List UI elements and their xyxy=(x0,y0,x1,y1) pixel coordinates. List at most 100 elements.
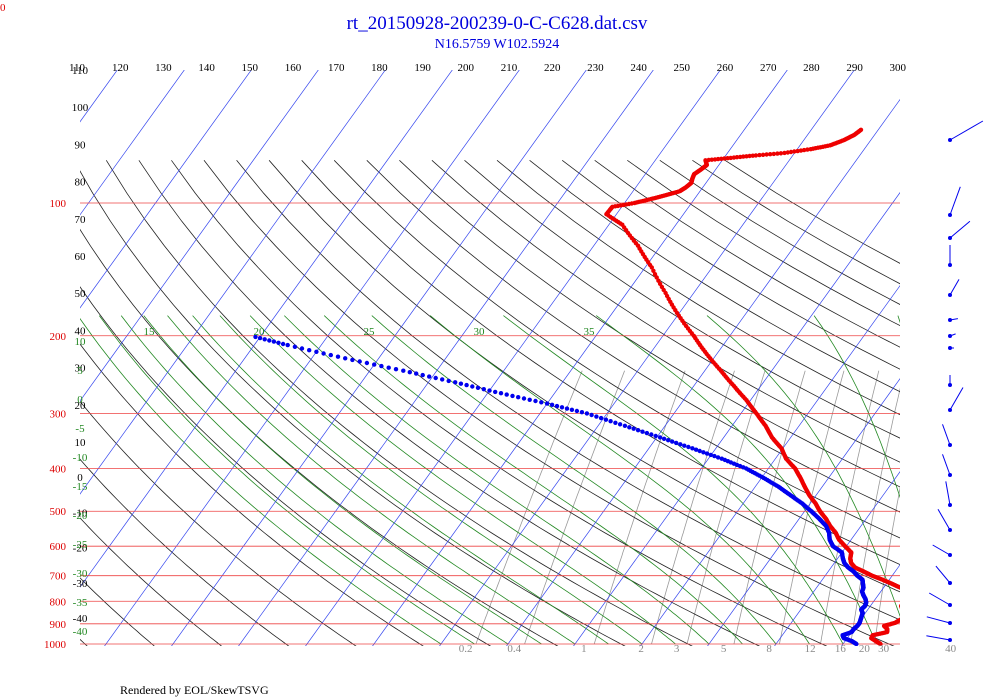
temperature-point xyxy=(651,268,656,273)
temperature-point xyxy=(899,603,900,607)
temperature-profile xyxy=(604,127,909,646)
dry-adiabat-line xyxy=(105,160,693,646)
moist-adiabat-line xyxy=(143,315,542,645)
temperature-point xyxy=(900,607,904,611)
wind-barb-shaft xyxy=(945,481,951,506)
temperature-point xyxy=(901,601,905,605)
dry-adiabat-line xyxy=(80,170,626,646)
left-green-label: -30 xyxy=(73,568,88,580)
wind-barb-point xyxy=(948,213,952,217)
isobar-label: 1000 xyxy=(44,639,67,651)
dewpoint-point xyxy=(440,377,445,382)
mixing-ratio-label: 20 xyxy=(859,643,871,655)
theta-label: 220 xyxy=(544,62,561,74)
height-label: 30 xyxy=(75,363,87,375)
dewpoint-point xyxy=(314,349,319,354)
dewpoint-point xyxy=(386,365,391,370)
temperature-point xyxy=(900,609,904,613)
moist-adiabat-line xyxy=(249,315,676,645)
dewpoint-point xyxy=(393,367,399,372)
height-label: 110 xyxy=(72,65,89,77)
temperature-point xyxy=(904,614,908,618)
mixing-ratio-line xyxy=(874,486,900,645)
dewpoint-point xyxy=(613,420,618,425)
dewpoint-point xyxy=(357,359,362,364)
dewpoint-point xyxy=(446,378,451,384)
wind-barb-point xyxy=(948,408,952,412)
temperature-point xyxy=(902,600,906,604)
isotherm-line xyxy=(80,70,319,402)
temperature-point xyxy=(901,607,905,611)
moist-adiabat-line xyxy=(371,315,777,645)
wind-barb-point xyxy=(948,528,952,532)
temperature-point xyxy=(900,611,904,615)
height-label: 0 xyxy=(77,472,83,484)
left-green-label: -10 xyxy=(73,452,88,464)
wind-barb-shaft xyxy=(949,120,984,141)
temperature-point xyxy=(771,151,776,157)
dewpoint-point xyxy=(307,348,312,353)
dry-adiabat-line xyxy=(80,400,357,646)
temperature-point xyxy=(900,602,904,606)
temperature-point xyxy=(722,156,727,161)
dewpoint-point xyxy=(504,392,509,397)
temperature-point xyxy=(899,606,900,609)
height-label: 10 xyxy=(75,437,87,449)
temperature-point xyxy=(898,617,900,622)
dry-adiabat-line xyxy=(464,159,900,439)
left-green-label: 5 xyxy=(77,365,83,377)
dewpoint-point xyxy=(657,435,663,440)
wind-barb-shaft xyxy=(935,565,951,584)
theta-label: 140 xyxy=(198,62,215,74)
dry-adiabat-line xyxy=(659,159,900,305)
dewpoint-point xyxy=(372,362,377,367)
dewpoint-point xyxy=(559,405,565,410)
mixing-ratio-line xyxy=(850,387,900,645)
dewpoint-point xyxy=(364,360,370,366)
dewpoint-point xyxy=(458,381,464,386)
moist-adiabat-line xyxy=(192,315,609,645)
dewpoint-point xyxy=(678,442,683,447)
dewpoint-point xyxy=(674,440,679,446)
wind-barb-point xyxy=(948,621,952,625)
mixing-ratio-label: 2 xyxy=(638,643,644,655)
temperature-point xyxy=(903,588,907,592)
temperature-point xyxy=(899,617,900,621)
dewpoint-point xyxy=(704,451,710,456)
theta-label: 160 xyxy=(285,62,302,74)
temperature-point xyxy=(905,590,909,594)
dewpoint-point xyxy=(539,400,544,405)
theta-label: 200 xyxy=(458,62,475,74)
dry-adiabat-line xyxy=(399,160,900,488)
temperature-point xyxy=(901,601,905,605)
wind-barb-point xyxy=(948,503,952,507)
isotherm-line xyxy=(707,378,900,646)
temperature-point xyxy=(801,147,807,153)
dewpoint-point xyxy=(427,374,432,379)
temperature-point xyxy=(768,152,773,157)
moist-adiabat-line xyxy=(98,315,475,645)
left-green-label: -20 xyxy=(73,510,88,522)
isotherm-line xyxy=(80,70,386,495)
theta-label: 110 xyxy=(69,62,86,74)
dewpoint-point xyxy=(433,375,438,381)
temperature-point xyxy=(904,595,908,599)
temperature-point xyxy=(858,127,864,132)
isobar-lines xyxy=(80,202,900,645)
dewpoint-point xyxy=(285,342,290,348)
dewpoint-point xyxy=(533,398,538,404)
mixing-ratio-label: 1 xyxy=(581,643,587,655)
dewpoint-point xyxy=(407,370,412,375)
moist-adiabat-label: 20 xyxy=(254,326,266,338)
temperature-point xyxy=(900,609,904,613)
moist-adiabat-line xyxy=(219,315,643,645)
dewpoint-point xyxy=(292,344,298,349)
chart-title: rt_20150928-200239-0-C-C628.dat.csv xyxy=(347,13,648,34)
dry-adiabat-line xyxy=(80,286,492,646)
mixing-ratio-line xyxy=(593,370,686,645)
theta-label: 280 xyxy=(803,62,820,74)
isotherm-line xyxy=(80,70,252,309)
dewpoint-point xyxy=(653,433,658,439)
dewpoint-point xyxy=(516,395,521,400)
